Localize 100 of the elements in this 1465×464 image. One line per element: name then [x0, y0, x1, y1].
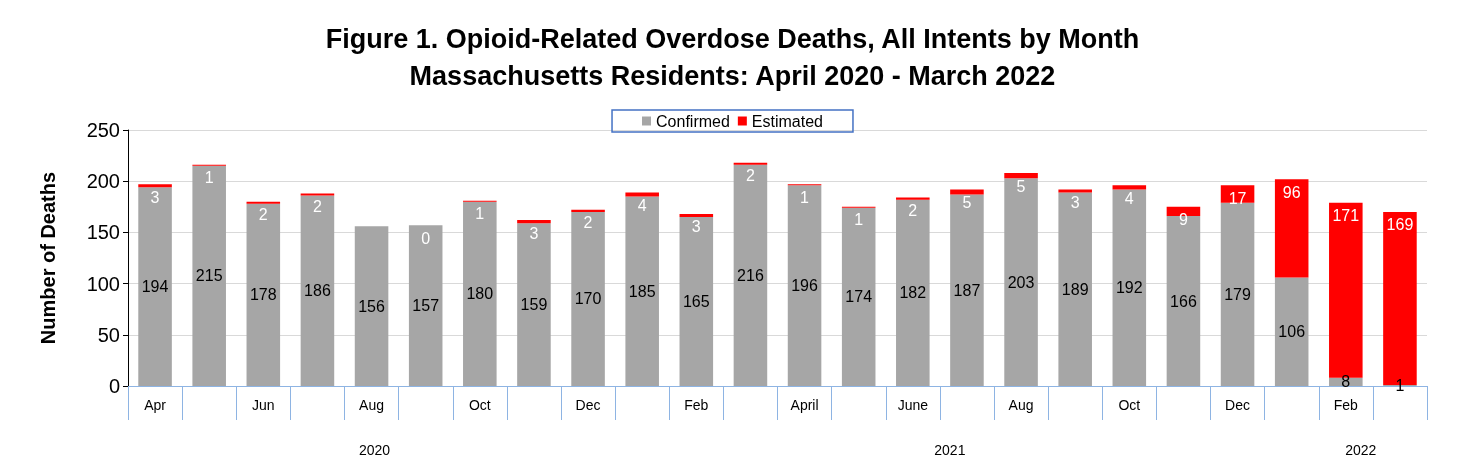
- bar: [246, 201, 281, 204]
- data-label: 186: [304, 282, 331, 300]
- x-tick-label: Feb: [684, 397, 709, 413]
- data-label: 8: [1341, 373, 1351, 391]
- x-tick-label: April: [790, 397, 819, 413]
- data-label: 1: [854, 211, 864, 229]
- data-label: 106: [1278, 323, 1306, 341]
- y-tick-label: 150: [86, 221, 120, 244]
- bar: [246, 203, 281, 386]
- bar: [138, 184, 172, 188]
- data-label: 3: [1070, 193, 1080, 211]
- bar: [192, 165, 226, 386]
- x-tick-label: Aug: [1008, 397, 1034, 413]
- data-label: 192: [1115, 279, 1143, 297]
- bar: [1058, 189, 1092, 193]
- bar: [463, 201, 497, 386]
- data-label: 174: [845, 288, 873, 306]
- bar: [1274, 179, 1309, 278]
- bar: [1112, 189, 1147, 386]
- bar: [1058, 192, 1092, 386]
- data-label: 185: [628, 282, 656, 300]
- y-tick-label: 250: [86, 119, 120, 141]
- bar: [571, 211, 605, 386]
- x-tick-label: Aug: [359, 397, 385, 413]
- data-label: 4: [1124, 189, 1134, 207]
- data-label: 215: [195, 267, 223, 285]
- bar: [1220, 202, 1255, 386]
- data-label: 170: [574, 290, 602, 308]
- y-axis-title: Number of Deaths: [37, 171, 59, 345]
- data-label: 179: [1224, 285, 1252, 303]
- chart-subtitle: Massachusetts Residents: April 2020 - March 2022: [409, 60, 1056, 91]
- bar: [950, 194, 984, 386]
- data-label: 9: [1178, 211, 1188, 229]
- data-label: 156: [358, 297, 386, 315]
- data-label: 159: [520, 296, 548, 314]
- data-label: 187: [953, 281, 981, 299]
- x-tick-label: Jun: [252, 397, 275, 413]
- x-tick-label: Dec: [1225, 397, 1251, 413]
- data-label: 1: [475, 205, 485, 223]
- data-label: 157: [412, 297, 440, 315]
- bar: [950, 189, 984, 195]
- x-tick-label: Oct: [1118, 397, 1141, 413]
- data-label: 169: [1386, 216, 1414, 234]
- bar: [300, 195, 335, 386]
- data-label: 166: [1170, 292, 1197, 310]
- x-tick-label: Apr: [144, 397, 167, 413]
- bar: [679, 213, 714, 218]
- data-label: 3: [691, 218, 701, 236]
- data-label: 2: [583, 214, 593, 232]
- data-label: 2: [258, 206, 268, 224]
- data-label: 3: [150, 188, 160, 206]
- text: 2020: [358, 442, 391, 458]
- bar: [571, 209, 605, 212]
- y-tick-label: 0: [108, 375, 120, 397]
- data-label: 196: [791, 277, 819, 295]
- data-label: 2: [908, 202, 918, 220]
- bar: [1112, 185, 1147, 190]
- bar: [1004, 173, 1038, 179]
- legend-label: Estimated: [751, 112, 823, 130]
- bar: [517, 223, 551, 386]
- x-tick-label: Dec: [575, 397, 601, 413]
- bar: [300, 193, 335, 196]
- data-label: 3: [529, 224, 539, 242]
- bar: [354, 226, 389, 386]
- y-tick-label: 100: [86, 272, 120, 295]
- data-label: 216: [737, 266, 764, 284]
- data-label: 180: [466, 285, 494, 303]
- bar: [679, 217, 714, 386]
- data-label: 178: [249, 286, 277, 304]
- data-label: 2: [312, 197, 322, 215]
- data-label: 4: [637, 196, 647, 214]
- bar: [787, 185, 822, 386]
- x-tick-label: Feb: [1333, 397, 1359, 413]
- y-tick-label: 50: [97, 323, 120, 346]
- bar: [733, 162, 768, 165]
- bar: [408, 225, 443, 386]
- data-label: 171: [1332, 207, 1360, 225]
- bar: [896, 199, 930, 386]
- data-label: 0: [421, 229, 431, 247]
- bar: [841, 207, 876, 386]
- data-label: 194: [141, 278, 169, 296]
- data-label: 2: [745, 167, 755, 185]
- bar: [733, 164, 768, 386]
- bar: [517, 220, 551, 224]
- data-label: 17: [1228, 189, 1247, 207]
- data-label: 203: [1007, 273, 1035, 291]
- bar: [1274, 277, 1309, 386]
- data-label: 96: [1282, 183, 1301, 201]
- bar: [625, 192, 659, 197]
- bar: [138, 187, 172, 386]
- bar: [896, 197, 930, 200]
- x-tick-label: June: [897, 397, 929, 413]
- data-label: 5: [1016, 177, 1026, 195]
- data-label: 1: [800, 188, 810, 206]
- legend-label: Confirmed: [656, 112, 730, 130]
- data-label: 5: [962, 193, 972, 211]
- bar: [625, 196, 659, 386]
- bar: [1004, 178, 1038, 386]
- text: 2022: [1345, 442, 1377, 458]
- data-label: 165: [682, 293, 710, 311]
